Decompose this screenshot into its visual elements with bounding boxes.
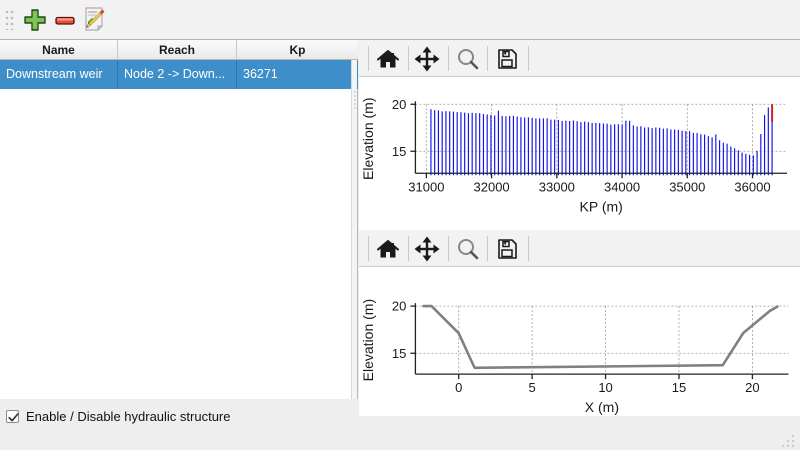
svg-text:15: 15 bbox=[672, 380, 686, 395]
svg-text:KP (m): KP (m) bbox=[580, 198, 623, 214]
svg-text:20: 20 bbox=[392, 97, 406, 112]
svg-text:0: 0 bbox=[455, 380, 462, 395]
svg-text:20: 20 bbox=[392, 299, 406, 314]
svg-text:5: 5 bbox=[529, 380, 536, 395]
svg-text:36000: 36000 bbox=[734, 179, 770, 194]
svg-text:15: 15 bbox=[392, 144, 406, 159]
svg-text:35000: 35000 bbox=[669, 179, 705, 194]
svg-text:33000: 33000 bbox=[539, 179, 575, 194]
svg-text:34000: 34000 bbox=[604, 179, 640, 194]
svg-text:10: 10 bbox=[598, 380, 612, 395]
svg-text:15: 15 bbox=[392, 346, 406, 361]
svg-text:Elevation (m): Elevation (m) bbox=[360, 98, 376, 180]
svg-text:Elevation (m): Elevation (m) bbox=[360, 299, 376, 381]
svg-text:31000: 31000 bbox=[408, 179, 444, 194]
svg-text:X (m): X (m) bbox=[585, 399, 619, 415]
svg-text:20: 20 bbox=[745, 380, 759, 395]
svg-text:32000: 32000 bbox=[474, 179, 510, 194]
